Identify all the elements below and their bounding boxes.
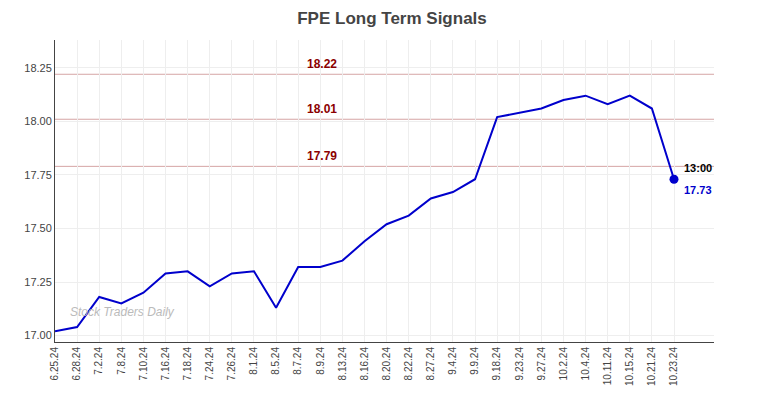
svg-text:17.75: 17.75 <box>24 169 52 181</box>
svg-text:8.9.24: 8.9.24 <box>315 347 326 375</box>
svg-text:FPE Long Term Signals: FPE Long Term Signals <box>297 9 487 28</box>
svg-text:10.11.24: 10.11.24 <box>602 347 613 386</box>
svg-text:18.01: 18.01 <box>307 102 337 116</box>
svg-text:7.8.24: 7.8.24 <box>116 347 127 375</box>
svg-text:8.7.24: 8.7.24 <box>292 347 303 375</box>
svg-text:Stock Traders Daily: Stock Traders Daily <box>70 305 175 319</box>
svg-text:18.22: 18.22 <box>307 57 337 71</box>
svg-text:8.16.24: 8.16.24 <box>359 347 370 381</box>
svg-text:8.5.24: 8.5.24 <box>270 347 281 375</box>
svg-text:6.25.24: 6.25.24 <box>49 347 60 381</box>
svg-text:7.26.24: 7.26.24 <box>226 347 237 381</box>
svg-text:7.2.24: 7.2.24 <box>93 347 104 375</box>
svg-text:8.20.24: 8.20.24 <box>381 347 392 381</box>
svg-text:17.50: 17.50 <box>24 222 52 234</box>
svg-text:7.10.24: 7.10.24 <box>138 347 149 381</box>
svg-text:17.79: 17.79 <box>307 149 337 163</box>
svg-text:9.27.24: 9.27.24 <box>536 347 547 381</box>
svg-text:10.2.24: 10.2.24 <box>558 347 569 381</box>
svg-text:9.23.24: 9.23.24 <box>514 347 525 381</box>
svg-text:8.22.24: 8.22.24 <box>403 347 414 381</box>
svg-text:6.28.24: 6.28.24 <box>71 347 82 381</box>
svg-text:10.4.24: 10.4.24 <box>580 347 591 381</box>
svg-text:7.24.24: 7.24.24 <box>204 347 215 381</box>
svg-text:7.18.24: 7.18.24 <box>182 347 193 381</box>
svg-text:8.1.24: 8.1.24 <box>248 347 259 375</box>
svg-text:10.21.24: 10.21.24 <box>646 347 657 386</box>
svg-text:9.9.24: 9.9.24 <box>469 347 480 375</box>
svg-text:13:00: 13:00 <box>684 162 712 174</box>
svg-text:17.25: 17.25 <box>24 276 52 288</box>
svg-text:8.27.24: 8.27.24 <box>425 347 436 381</box>
svg-text:18.25: 18.25 <box>24 62 52 74</box>
svg-text:17.73: 17.73 <box>684 184 712 196</box>
svg-text:9.18.24: 9.18.24 <box>491 347 502 381</box>
svg-text:8.13.24: 8.13.24 <box>337 347 348 381</box>
svg-text:18.00: 18.00 <box>24 115 52 127</box>
svg-text:17.00: 17.00 <box>24 329 52 341</box>
svg-text:10.23.24: 10.23.24 <box>668 347 679 386</box>
svg-text:9.4.24: 9.4.24 <box>447 347 458 375</box>
svg-text:10.15.24: 10.15.24 <box>624 347 635 386</box>
svg-text:7.16.24: 7.16.24 <box>160 347 171 381</box>
